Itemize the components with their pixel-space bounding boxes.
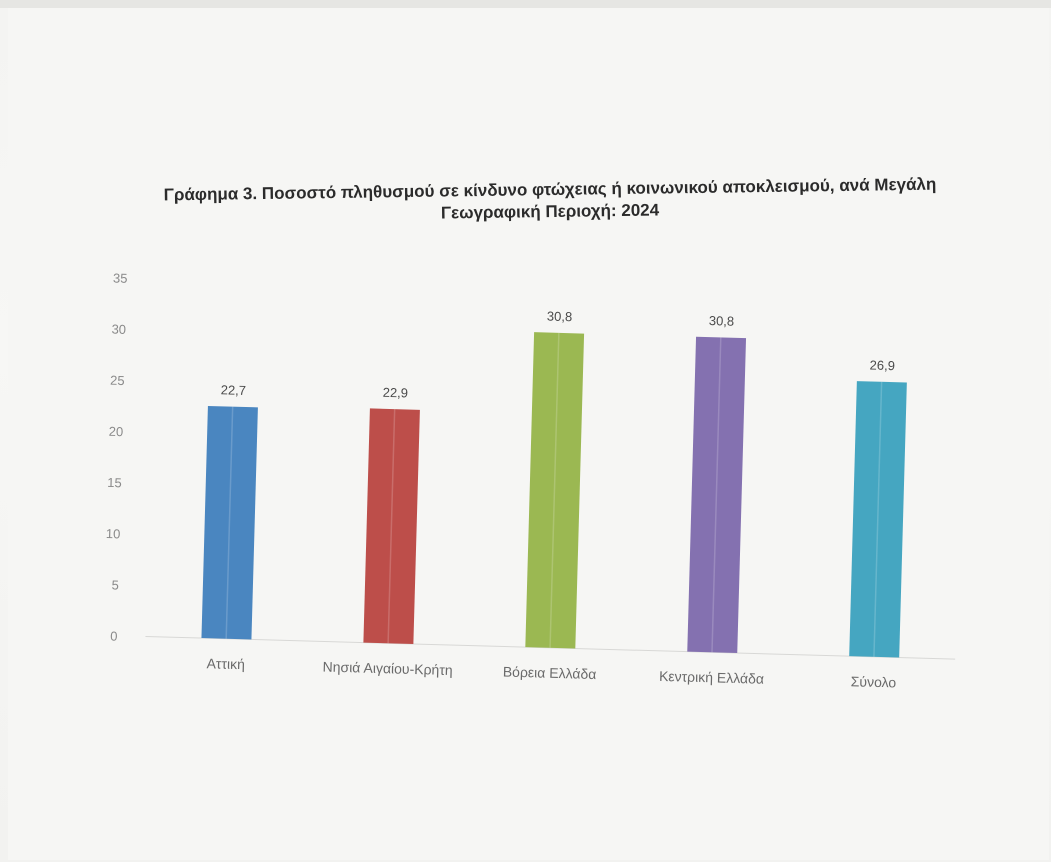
y-tick-label: 35 bbox=[113, 270, 128, 285]
bar-sheen bbox=[873, 381, 883, 657]
x-tick-label: Αττική bbox=[206, 655, 245, 672]
data-labels: 22,7 22,9 30,8 30,8 26,9 bbox=[221, 309, 896, 401]
data-label: 30,8 bbox=[547, 309, 573, 325]
y-tick-label: 0 bbox=[110, 629, 118, 644]
data-label: 22,9 bbox=[383, 385, 409, 401]
bar bbox=[687, 336, 747, 654]
x-tick-label: Σύνολο bbox=[851, 673, 897, 690]
plot-area: 0 5 10 15 20 25 30 35 22,7 22,9 30,8 30,8 26,9 Αττι… bbox=[106, 270, 956, 690]
y-tick-label: 30 bbox=[111, 322, 126, 337]
y-tick-label: 25 bbox=[110, 373, 125, 388]
bar-sheen bbox=[387, 409, 396, 644]
y-tick-label: 10 bbox=[106, 526, 121, 541]
bar-sheen bbox=[225, 406, 234, 639]
bar-series bbox=[201, 332, 907, 658]
bar bbox=[525, 332, 585, 649]
y-tick-label: 5 bbox=[111, 577, 119, 592]
paper-edge bbox=[0, 0, 1051, 8]
y-tick-label: 15 bbox=[107, 475, 122, 490]
x-axis: Αττική Νησιά Αιγαίου-Κρήτη Βόρεια Ελλάδα Κε… bbox=[206, 655, 896, 690]
bar bbox=[849, 381, 907, 658]
bar-sheen bbox=[549, 332, 560, 648]
x-tick-label: Βόρεια Ελλάδα bbox=[503, 663, 597, 682]
data-label: 26,9 bbox=[869, 357, 895, 373]
data-label: 30,8 bbox=[709, 313, 735, 329]
y-axis: 0 5 10 15 20 25 30 35 bbox=[106, 270, 128, 644]
bar bbox=[363, 408, 420, 644]
x-tick-label: Κεντρική Ελλάδα bbox=[659, 668, 764, 687]
data-label: 22,7 bbox=[221, 382, 247, 398]
bar-sheen bbox=[711, 337, 722, 653]
bar bbox=[201, 405, 258, 640]
y-tick-label: 20 bbox=[109, 424, 124, 439]
x-tick-label: Νησιά Αιγαίου-Κρήτη bbox=[322, 658, 452, 678]
